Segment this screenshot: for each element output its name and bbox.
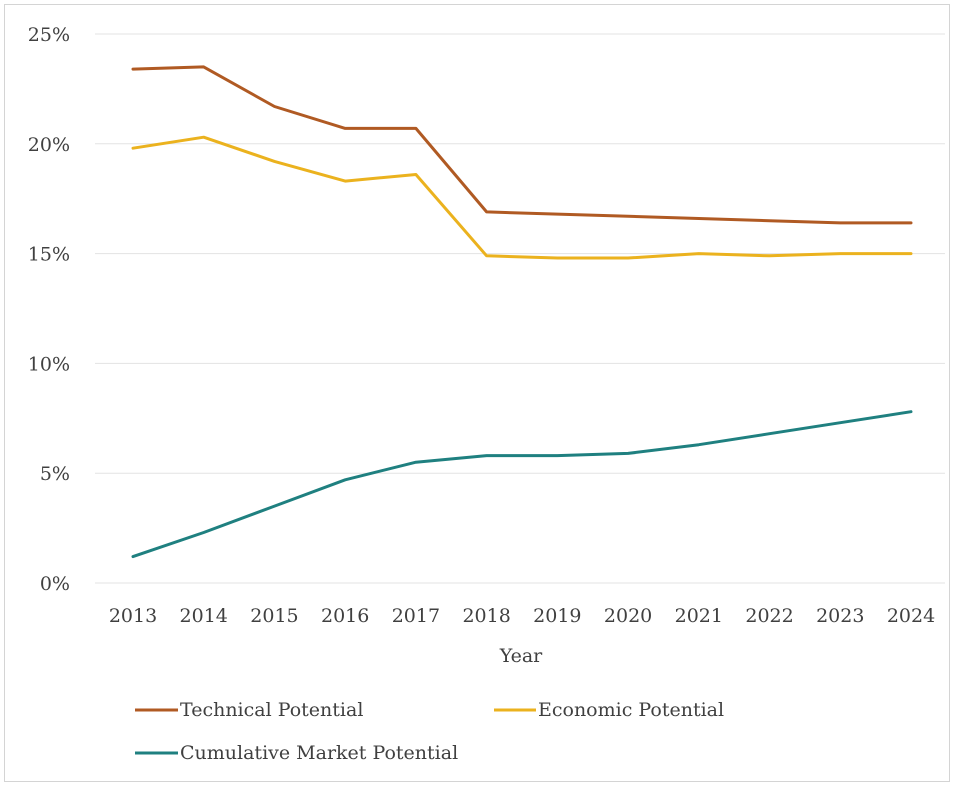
legend-item: Technical Potential [135,699,363,721]
x-tick-label: 2015 [250,605,298,627]
y-tick-label: 0% [40,573,70,595]
legend-item: Economic Potential [494,699,724,721]
x-tick-label: 2018 [462,605,510,627]
x-tick-label: 2013 [109,605,157,627]
y-tick-label: 10% [28,353,70,375]
y-tick-label: 5% [40,463,70,485]
x-tick-label: 2014 [180,605,228,627]
y-tick-label: 15% [28,244,70,266]
series-lines [131,65,913,559]
series-line-1 [131,65,913,225]
x-axis-tick-labels: 2013 2014 2015 2016 2017 2018 2019 2020 2021 2022… [109,605,935,627]
gridlines [95,33,945,584]
x-tick-label: 2017 [392,605,440,627]
x-tick-label: 2019 [533,605,581,627]
y-tick-label: 20% [28,134,70,156]
x-tick-label: 2016 [321,605,369,627]
legend-label: Economic Potential [538,699,724,721]
y-axis-tick-labels: 0% 5% 10% 15% 20% 25% [28,24,70,595]
chart-frame [4,4,950,782]
x-tick-label: 2024 [887,605,935,627]
series-line-2 [131,135,913,260]
series-line-3 [131,410,913,559]
x-tick-label: 2021 [675,605,723,627]
legend-item: Cumulative Market Potential [135,742,458,764]
x-tick-label: 2020 [604,605,652,627]
legend: Technical Potential Economic Potential Cum… [135,699,724,764]
x-tick-label: 2023 [816,605,864,627]
legend-label: Cumulative Market Potential [180,742,458,764]
x-tick-label: 2022 [745,605,793,627]
legend-label: Technical Potential [180,699,363,721]
y-tick-label: 25% [28,24,70,46]
x-axis-title: Year [499,645,543,667]
